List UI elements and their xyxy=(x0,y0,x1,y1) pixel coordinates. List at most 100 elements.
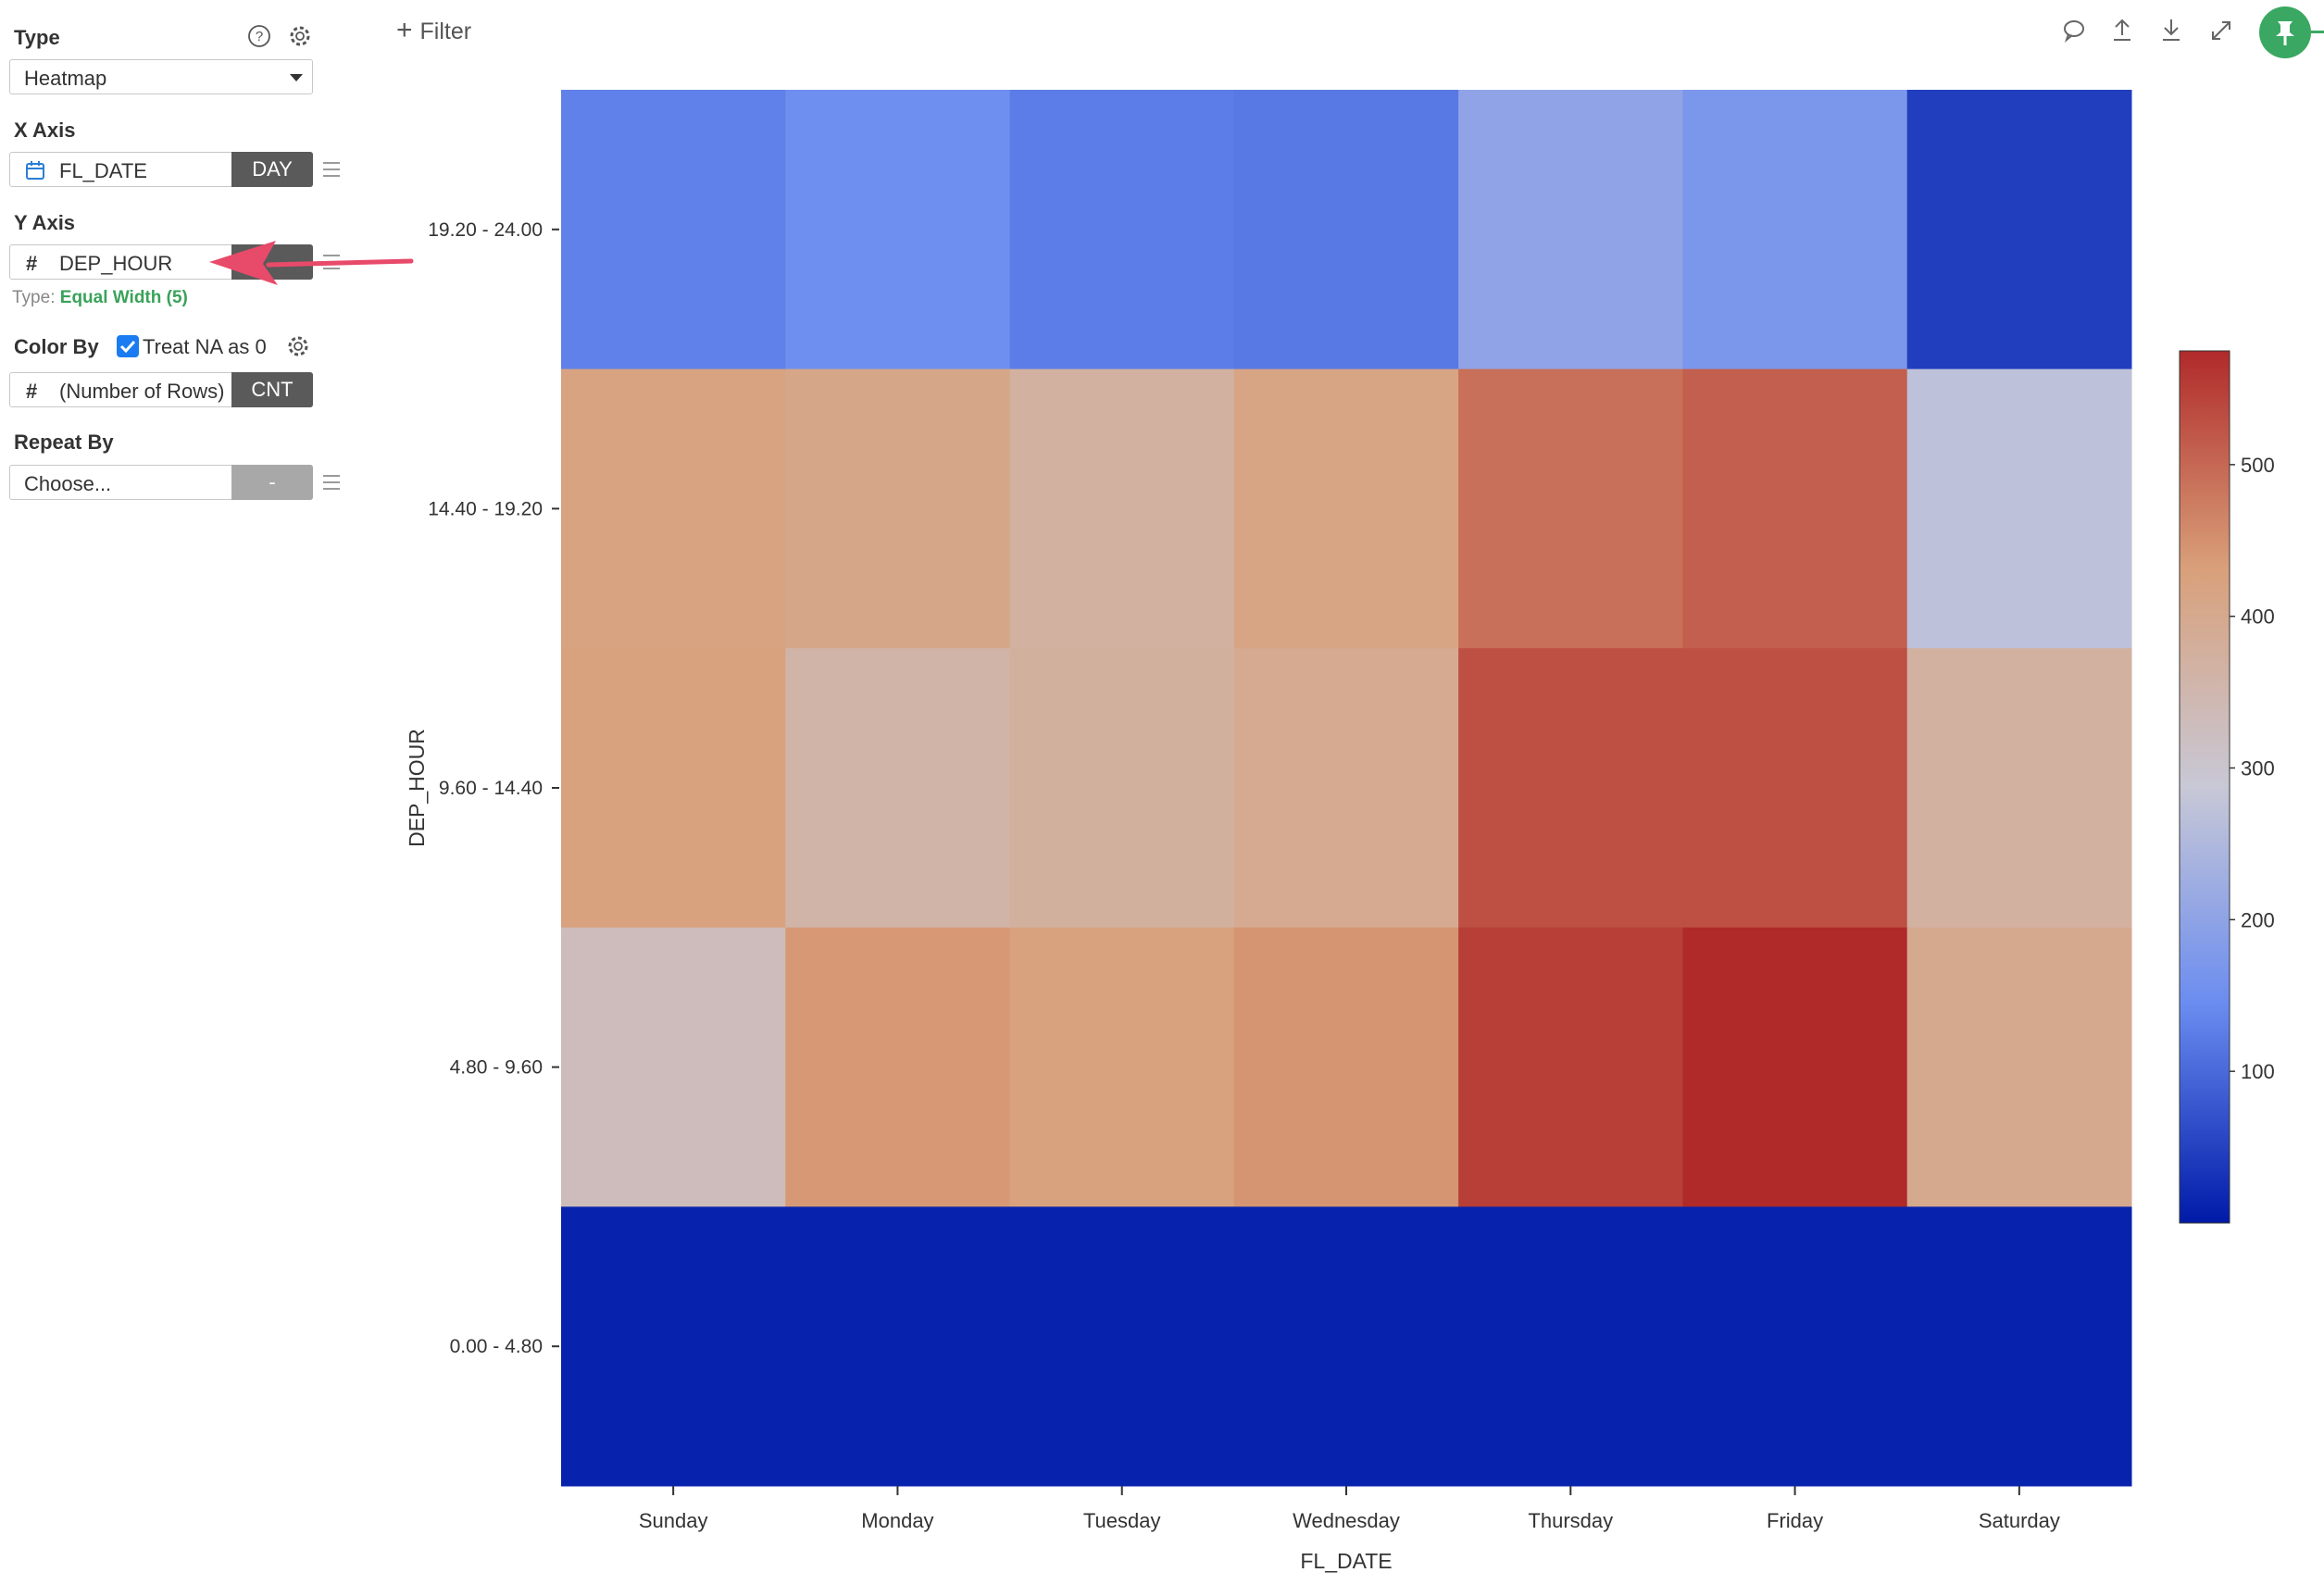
repeat-by-section-title: Repeat By xyxy=(14,431,114,454)
y-axis-type-value[interactable]: Equal Width (5) xyxy=(59,288,188,307)
svg-text:?: ? xyxy=(256,29,263,44)
heatmap-cell xyxy=(561,927,786,1207)
treat-na-checkbox[interactable] xyxy=(117,335,139,357)
treat-na-label: Treat NA as 0 xyxy=(143,335,267,358)
filter-label: Filter xyxy=(419,19,472,44)
annotation-arrow xyxy=(209,241,414,285)
heatmap-cell xyxy=(1906,648,2132,929)
repeat-by-agg-button[interactable]: - xyxy=(231,465,313,500)
heatmap-cell xyxy=(1009,368,1235,649)
upload-icon[interactable] xyxy=(2108,16,2136,44)
number-type-icon: # xyxy=(26,380,38,403)
heatmap-cell xyxy=(1682,90,1908,370)
heatmap-cell xyxy=(1682,648,1908,929)
heatmap-cell xyxy=(785,927,1011,1207)
x-axis-unit-button[interactable]: DAY xyxy=(231,152,313,187)
repeat-by-placeholder: Choose... xyxy=(24,472,112,495)
chevron-down-icon xyxy=(290,74,303,81)
color-by-field-name: (Number of Rows) xyxy=(59,380,225,403)
y-tick-label: 0.00 - 4.80 xyxy=(450,1336,543,1357)
color-by-agg-button[interactable]: CNT xyxy=(231,372,313,407)
x-tick-label: Sunday xyxy=(639,1509,708,1532)
x-tick-label: Friday xyxy=(1767,1509,1823,1532)
color-scale-tick-label: 100 xyxy=(2241,1060,2275,1083)
color-scale-tick-label: 200 xyxy=(2241,908,2275,931)
x-tick-label: Thursday xyxy=(1528,1509,1613,1532)
download-icon[interactable] xyxy=(2157,16,2185,44)
plus-icon: + xyxy=(396,15,413,45)
color-by-section-title: Color By xyxy=(14,335,99,358)
y-tick-label: 19.20 - 24.00 xyxy=(428,219,543,241)
heatmap-cell xyxy=(785,368,1011,649)
calendar-icon xyxy=(26,161,44,180)
color-by-field[interactable]: # (Number of Rows) CNT xyxy=(9,372,313,407)
heatmap-cell xyxy=(1009,90,1235,370)
gear-icon[interactable] xyxy=(286,22,314,50)
heatmap-cell xyxy=(785,90,1011,370)
chart-type-value: Heatmap xyxy=(24,67,107,90)
number-type-icon: # xyxy=(26,252,38,275)
y-axis-field-name: DEP_HOUR xyxy=(59,252,173,275)
heatmap-cell xyxy=(1233,90,1459,370)
heatmap-cell xyxy=(1458,368,1683,649)
heatmap-cell xyxy=(1682,368,1908,649)
heatmap-cell xyxy=(1233,648,1459,929)
add-filter-button[interactable]: + Filter xyxy=(396,15,471,46)
x-axis-menu-icon[interactable] xyxy=(323,162,340,181)
chart-type-select[interactable]: Heatmap xyxy=(9,59,313,94)
color-scale-bar xyxy=(2179,350,2230,1224)
x-axis-label: FL_DATE xyxy=(1300,1549,1392,1573)
heatmap-cell xyxy=(1906,368,2132,649)
heatmap-cell xyxy=(1233,927,1459,1207)
x-axis-section-title: X Axis xyxy=(14,119,76,142)
color-settings-gear-icon[interactable] xyxy=(284,332,312,360)
heatmap-cell xyxy=(1458,1206,1683,1487)
heatmap-cell xyxy=(785,648,1011,929)
heatmap-cell xyxy=(1009,1206,1235,1487)
heatmap-cell xyxy=(1009,927,1235,1207)
y-axis-label: DEP_HOUR xyxy=(405,729,429,847)
color-scale-tick-label: 300 xyxy=(2241,757,2275,780)
expand-icon[interactable] xyxy=(2207,17,2235,44)
y-axis-type-label: Type: xyxy=(12,288,56,307)
heatmap-cell xyxy=(561,90,786,370)
heatmap-cell xyxy=(785,1206,1011,1487)
heatmap-cell xyxy=(1682,927,1908,1207)
x-axis-field[interactable]: FL_DATE DAY xyxy=(9,152,313,187)
checkmark-icon xyxy=(119,340,136,354)
heatmap-cell xyxy=(1906,927,2132,1207)
repeat-by-field[interactable]: Choose... - xyxy=(9,465,313,500)
comment-icon[interactable] xyxy=(2060,17,2088,44)
type-section-title: Type xyxy=(14,26,60,49)
heatmap-cell xyxy=(1682,1206,1908,1487)
x-tick-label: Tuesday xyxy=(1083,1509,1161,1532)
heatmap-cell xyxy=(1458,927,1683,1207)
x-tick-label: Monday xyxy=(861,1509,933,1532)
pin-button[interactable] xyxy=(2259,6,2311,58)
y-tick-label: 14.40 - 19.20 xyxy=(428,498,543,519)
y-axis-section-title: Y Axis xyxy=(14,211,76,234)
help-icon[interactable]: ? xyxy=(245,22,273,50)
y-tick-label: 9.60 - 14.40 xyxy=(439,778,543,799)
heatmap-cell xyxy=(561,1206,786,1487)
heatmap-cell xyxy=(1233,368,1459,649)
pin-connector xyxy=(2311,31,2324,33)
heatmap-cell xyxy=(1458,90,1683,370)
color-scale-tick-label: 500 xyxy=(2241,454,2275,477)
x-axis-field-name: FL_DATE xyxy=(59,159,147,182)
heatmap-cell xyxy=(1233,1206,1459,1487)
y-axis-type-line: Type: Equal Width (5) xyxy=(12,288,188,308)
heatmap-cell xyxy=(1906,1206,2132,1487)
color-scale-tick-label: 400 xyxy=(2241,605,2275,629)
heatmap-cell xyxy=(561,368,786,649)
heatmap-cell xyxy=(1906,90,2132,370)
y-tick-label: 4.80 - 9.60 xyxy=(450,1057,543,1079)
heatmap-cell xyxy=(561,648,786,929)
heatmap-cell xyxy=(1458,648,1683,929)
heatmap-cell xyxy=(1009,648,1235,929)
x-tick-label: Saturday xyxy=(1979,1509,2060,1532)
repeat-by-menu-icon[interactable] xyxy=(323,475,340,494)
x-tick-label: Wednesday xyxy=(1293,1509,1400,1532)
pin-icon xyxy=(2276,21,2294,45)
